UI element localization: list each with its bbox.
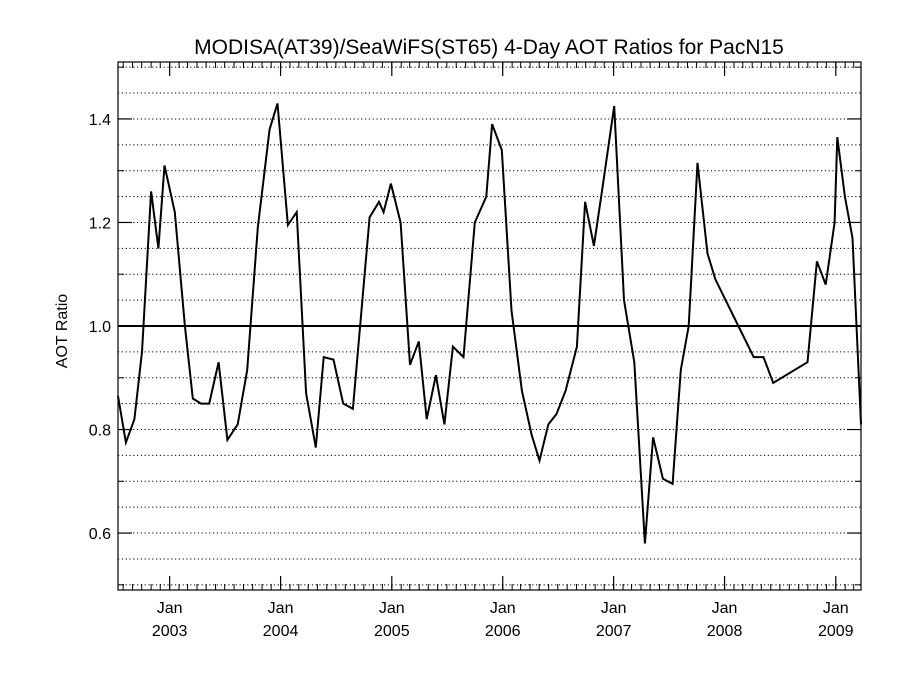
- x-tick-month-label: Jan: [823, 600, 849, 617]
- series-group: [117, 103, 862, 544]
- y-tick-label: 1.2: [89, 215, 111, 232]
- axes: 0.6 0.8 1.0 1.2 1.4 Jan 2003 Jan 2004 Jan 2005 Jan 2…: [89, 61, 862, 640]
- x-tick-year-label: 2006: [485, 623, 521, 640]
- x-tick-year-label: 2005: [374, 623, 410, 640]
- y-tick-label: 0.8: [89, 423, 111, 440]
- chart-title: MODISA(AT39)/SeaWiFS(ST65) 4-Day AOT Rat…: [194, 36, 784, 59]
- y-tick-label: 0.6: [89, 526, 111, 543]
- y-axis-label: AOT Ratio: [54, 294, 71, 369]
- x-tick-year-label: 2009: [818, 623, 854, 640]
- x-tick-month-label: Jan: [712, 600, 738, 617]
- x-tick-month-label: Jan: [268, 600, 294, 617]
- y-tick-label: 1.4: [89, 112, 111, 129]
- x-tick-month-label: Jan: [157, 600, 183, 617]
- x-tick-year-label: 2008: [707, 623, 743, 640]
- series-line: [117, 103, 862, 544]
- x-tick-year-label: 2007: [596, 623, 632, 640]
- x-tick-year-label: 2004: [263, 623, 299, 640]
- x-tick-month-label: Jan: [379, 600, 405, 617]
- x-tick-month-label: Jan: [490, 600, 516, 617]
- x-tick-year-label: 2003: [152, 623, 188, 640]
- y-tick-label: 1.0: [89, 319, 111, 336]
- x-tick-month-label: Jan: [601, 600, 627, 617]
